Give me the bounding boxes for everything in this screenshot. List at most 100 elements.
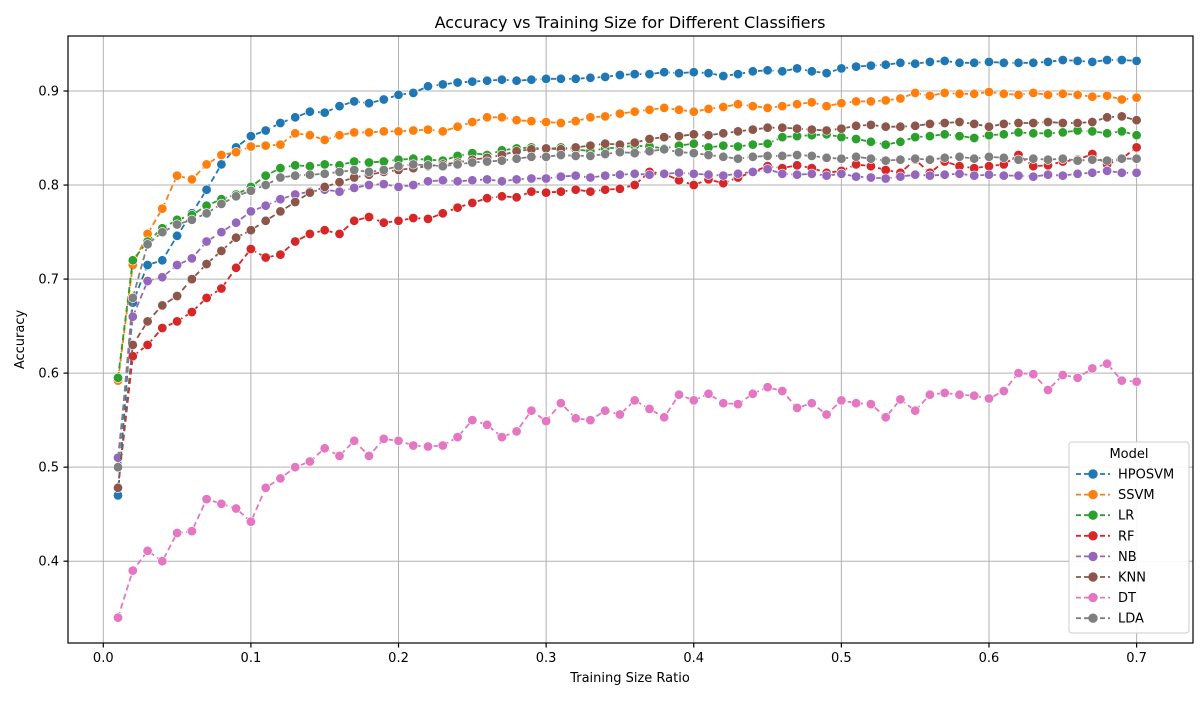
data-point xyxy=(1043,128,1054,139)
data-point xyxy=(1013,170,1024,181)
data-point xyxy=(245,516,256,527)
data-point xyxy=(910,132,921,143)
data-point xyxy=(113,482,124,493)
data-point xyxy=(865,136,876,147)
legend-marker-SSVM xyxy=(1088,489,1098,500)
data-point xyxy=(555,118,566,129)
data-point xyxy=(1057,153,1068,164)
data-point xyxy=(585,112,596,123)
data-point xyxy=(511,426,522,437)
data-point xyxy=(142,339,153,350)
data-point xyxy=(880,59,891,70)
data-point xyxy=(673,68,684,79)
data-point xyxy=(467,76,478,87)
data-point xyxy=(541,173,552,184)
data-point xyxy=(363,166,374,177)
data-point xyxy=(718,71,729,82)
data-point xyxy=(511,153,522,164)
data-point xyxy=(1028,171,1039,182)
data-point xyxy=(585,150,596,161)
data-point xyxy=(1013,127,1024,138)
data-point xyxy=(422,124,433,135)
data-point xyxy=(777,150,788,161)
data-point xyxy=(319,225,330,236)
data-point xyxy=(806,398,817,409)
legend-item-LDA: LDA xyxy=(1076,612,1144,627)
data-point xyxy=(157,556,168,567)
legend-label-NB: NB xyxy=(1118,550,1137,565)
y-tick-label: 0.8 xyxy=(38,179,59,194)
data-point xyxy=(275,206,286,217)
data-point xyxy=(1028,153,1039,164)
data-point xyxy=(1057,127,1068,138)
data-point xyxy=(732,69,743,80)
data-point xyxy=(216,498,227,509)
axis-ticks: 0.0 0.1 0.2 0.3 0.4 0.5 0.6 0.7 0.4 0.5 0.6 0.7 0.8 0… xyxy=(38,85,1147,666)
data-point xyxy=(585,140,596,151)
data-point xyxy=(777,385,788,396)
legend-marker-KNN xyxy=(1088,572,1098,582)
data-point xyxy=(836,123,847,134)
data-point xyxy=(304,169,315,180)
data-point xyxy=(452,159,463,170)
data-point xyxy=(127,339,138,350)
data-point xyxy=(1131,167,1142,178)
data-point xyxy=(275,163,286,174)
data-point xyxy=(378,433,389,444)
data-point xyxy=(851,96,862,107)
data-point xyxy=(924,118,935,129)
data-point xyxy=(865,119,876,130)
legend-label-KNN: KNN xyxy=(1118,571,1146,586)
data-point xyxy=(732,141,743,152)
y-tick-label: 0.4 xyxy=(38,555,59,570)
data-point xyxy=(1043,117,1054,128)
data-point xyxy=(659,102,670,113)
data-point xyxy=(747,124,758,135)
data-point xyxy=(880,155,891,166)
data-point xyxy=(363,98,374,109)
series-markers-RF xyxy=(113,142,1142,493)
legend-item-HPOSVM: HPOSVM xyxy=(1076,468,1174,483)
data-point xyxy=(585,186,596,197)
data-point xyxy=(1043,384,1054,395)
data-point xyxy=(570,142,581,153)
data-point xyxy=(408,213,419,224)
data-point xyxy=(201,159,212,170)
data-point xyxy=(1057,369,1068,380)
data-point xyxy=(1116,167,1127,178)
data-point xyxy=(939,118,950,129)
legend-marker-LR xyxy=(1088,510,1098,520)
data-point xyxy=(614,183,625,194)
data-point xyxy=(792,402,803,413)
data-point xyxy=(260,180,271,191)
data-point xyxy=(806,150,817,161)
data-point xyxy=(216,227,227,238)
y-tick-label: 0.5 xyxy=(38,461,59,476)
data-point xyxy=(954,168,965,179)
data-point xyxy=(969,118,980,129)
data-point xyxy=(113,372,124,383)
legend-item-NB: NB xyxy=(1076,550,1137,565)
data-point xyxy=(555,171,566,182)
data-point xyxy=(496,176,507,187)
data-point xyxy=(688,180,699,191)
x-tick-label: 0.6 xyxy=(979,651,1000,666)
data-point xyxy=(363,127,374,138)
data-point xyxy=(983,87,994,98)
data-point xyxy=(629,395,640,406)
series-LDA xyxy=(113,144,1142,473)
legend-item-RF: RF xyxy=(1076,529,1135,544)
data-point xyxy=(629,148,640,159)
data-point xyxy=(1013,118,1024,129)
data-point xyxy=(880,139,891,150)
data-point xyxy=(393,215,404,226)
data-point xyxy=(629,137,640,148)
data-point xyxy=(924,56,935,67)
data-point xyxy=(747,101,758,112)
data-point xyxy=(1072,155,1083,166)
series-markers-NB xyxy=(113,164,1142,463)
data-point xyxy=(1087,117,1098,128)
data-point xyxy=(1028,128,1039,139)
data-point xyxy=(600,111,611,122)
